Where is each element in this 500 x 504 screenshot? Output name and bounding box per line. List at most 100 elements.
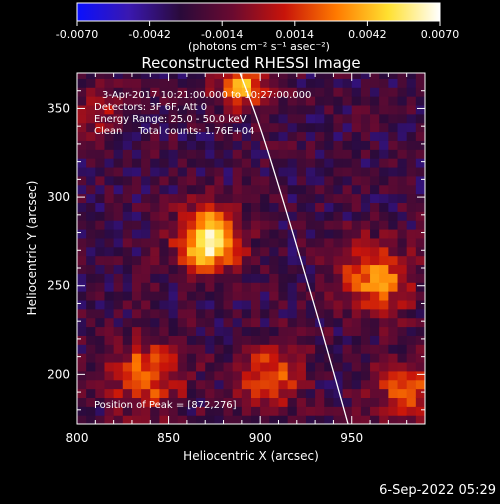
heatmap-cell [159,104,170,115]
heatmap-cell [397,140,408,150]
heatmap-cell [159,175,170,186]
heatmap-cell [77,388,87,399]
heatmap-cell [177,397,188,407]
heatmap-cell [141,211,151,221]
heatmap-cell [122,202,133,212]
heatmap-cell [150,406,161,416]
heatmap-cell [122,229,133,239]
heatmap-cell [177,246,188,257]
heatmap-cell [113,122,124,133]
heatmap-cell [251,122,261,133]
heatmap-cell [95,326,106,336]
heatmap-cell [342,96,353,106]
heatmap-cell [104,273,115,283]
solar-limb-curve [239,73,349,424]
heatmap-cell [333,131,344,141]
heatmap-cell [415,220,425,230]
heatmap-cell [287,122,298,133]
heatmap-cell [370,113,380,124]
heatmap-cell [406,175,417,186]
heatmap-cell [324,175,335,186]
heatmap-cell [406,140,417,150]
heatmap-cell [333,175,344,186]
heatmap-cell [168,326,179,336]
heatmap-cell [360,237,371,248]
heatmap-cell [214,415,225,424]
heatmap-cell [141,220,151,230]
heatmap-cell [342,335,353,345]
heatmap-cell [177,184,188,195]
heatmap-cell [196,335,206,345]
heatmap-cell [86,326,96,336]
heatmap-cell [360,397,371,407]
heatmap-cell [232,273,243,283]
heatmap-cell [351,344,362,354]
heatmap-cell [251,220,261,230]
heatmap-cell [379,166,389,177]
heatmap-cell [342,282,353,292]
heatmap-cell [379,406,389,416]
heatmap-cell [296,104,307,115]
heatmap-cell [86,255,96,266]
heatmap-cell [351,184,362,195]
heatmap-cell [305,96,316,106]
heatmap-cell [122,193,133,204]
heatmap-cell [305,415,316,424]
heatmap-cell [150,229,161,239]
heatmap-cell [122,308,133,319]
heatmap-cell [232,229,243,239]
heatmap-cell [214,406,225,416]
heatmap-cell [342,299,353,310]
heatmap-cell [205,237,215,248]
heatmap-cell [205,406,215,416]
heatmap-cell [223,149,234,159]
heatmap-cell [205,291,215,301]
y-tick-label: 200 [47,367,70,381]
heatmap-cell [305,122,316,133]
heatmap-cell [168,113,179,124]
heatmap-cell [77,229,87,239]
heatmap-cell [150,122,161,133]
heatmap-cell [251,87,261,97]
heatmap-cell [104,370,115,381]
heatmap-cell [86,87,96,97]
heatmap-cell [86,229,96,239]
heatmap-cell [159,122,170,133]
heatmap-cell [379,415,389,424]
heatmap-cell [278,264,289,274]
heatmap-cell [370,388,380,399]
heatmap-cell [278,140,289,150]
heatmap-cell [241,255,252,266]
heatmap-cell [324,96,335,106]
heatmap-cell [351,308,362,319]
heatmap-cell [287,184,298,195]
heatmap-cell [251,104,261,115]
heatmap-cell [232,73,243,79]
heatmap-cell [269,211,280,221]
heatmap-cell [168,361,179,372]
heatmap-cell [251,175,261,186]
heatmap-cell [324,220,335,230]
heatmap-cell [360,96,371,106]
heatmap-cell [77,308,87,319]
heatmap-cell [95,335,106,345]
heatmap-cell [141,361,151,372]
heatmap-cell [333,202,344,212]
heatmap-cell [351,255,362,266]
heatmap-cell [77,326,87,336]
heatmap-cell [388,299,399,310]
plot-frame [76,72,426,425]
heatmap-cell [214,255,225,266]
heatmap-cell [415,361,425,372]
heatmap-cell [388,361,399,372]
heatmap-cell [360,388,371,399]
heatmap-cell [333,211,344,221]
heatmap-cell [177,166,188,177]
heatmap-cell [95,166,106,177]
heatmap-cell [168,370,179,381]
heatmap-cell [406,317,417,328]
heatmap-cell [159,344,170,354]
heatmap-cell [351,193,362,204]
heatmap-cell [131,87,142,97]
heatmap-cell [104,353,115,363]
